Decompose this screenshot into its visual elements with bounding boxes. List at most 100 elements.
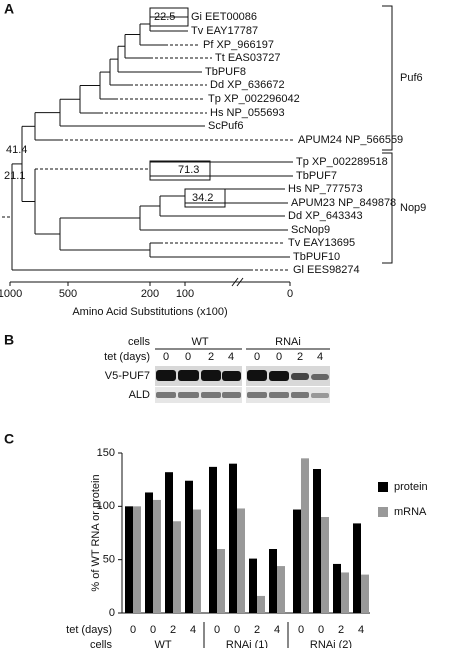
- y-tick-label: 0: [109, 607, 115, 619]
- x-tick-label: 0: [318, 624, 324, 636]
- x-tick-label: 0: [130, 624, 136, 636]
- bar: [133, 506, 141, 613]
- bar: [293, 509, 301, 613]
- leaf-label: Gl EES98274: [293, 264, 360, 276]
- leaf-label: Gi EET00086: [191, 11, 257, 23]
- leaf-label: TbPUF10: [293, 251, 340, 263]
- row-title: tet (days): [104, 351, 150, 363]
- group-label: RNAi (1): [226, 639, 268, 648]
- bar: [173, 521, 181, 613]
- bar: [229, 463, 237, 613]
- x-tick-label: 4: [190, 624, 196, 636]
- x-tick-label: 0: [234, 624, 240, 636]
- node-label: 34.2: [192, 192, 213, 204]
- row-title: cells: [90, 639, 113, 648]
- panel-label: C: [4, 431, 14, 447]
- lane-label: 4: [228, 351, 234, 363]
- y-tick-label: 100: [97, 500, 115, 512]
- lane-label: 2: [297, 351, 303, 363]
- clade-bracket: [382, 5, 393, 151]
- tick-label: 0: [287, 288, 293, 300]
- x-tick-label: 2: [338, 624, 344, 636]
- bar: [125, 506, 133, 613]
- leaf-label: Tv EAY17787: [191, 25, 258, 37]
- row-title: ALD: [129, 389, 150, 401]
- x-tick-label: 4: [274, 624, 280, 636]
- panel-label: B: [4, 332, 14, 348]
- panel-label: A: [4, 1, 14, 17]
- leaf-label: Hs NP_055693: [210, 107, 285, 119]
- legend-label: protein: [394, 481, 428, 493]
- lane-label: 2: [208, 351, 214, 363]
- clade-label: Puf6: [400, 72, 423, 84]
- y-axis-label: % of WT RNA or protein: [90, 474, 102, 591]
- bar: [249, 558, 257, 613]
- leaf-label: Pf XP_966197: [203, 39, 274, 51]
- lane-label: 0: [254, 351, 260, 363]
- leaf-label: Tp XP_002296042: [208, 93, 300, 105]
- tick-label: 1000: [0, 288, 22, 300]
- bands: [156, 392, 329, 398]
- bar: [217, 549, 225, 613]
- bar: [237, 508, 245, 613]
- node-label: 41.4: [6, 144, 27, 156]
- leaf-label: TbPUF8: [205, 66, 246, 78]
- bar: [277, 566, 285, 613]
- x-tick-label: 0: [214, 624, 220, 636]
- clade-label: Nop9: [400, 202, 426, 214]
- legend-swatch: [378, 482, 388, 492]
- legend-swatch: [378, 507, 388, 517]
- bar: [209, 466, 217, 613]
- tick-label: 100: [176, 288, 194, 300]
- lane-label: 0: [163, 351, 169, 363]
- row-title: cells: [128, 336, 151, 348]
- leaf-label: Tt EAS03727: [215, 52, 280, 64]
- y-tick-label: 150: [97, 447, 115, 459]
- leaf-label: APUM23 NP_849878: [291, 197, 396, 209]
- bar: [321, 517, 329, 613]
- bar: [185, 480, 193, 613]
- bar: [361, 574, 369, 613]
- lane-label: 0: [185, 351, 191, 363]
- row-title: V5-PUF7: [105, 370, 150, 382]
- x-tick-label: 4: [358, 624, 364, 636]
- leaf-label: ScPuf6: [208, 120, 243, 132]
- leaf-label: Dd XP_636672: [210, 79, 285, 91]
- leaf-label: Dd XP_643343: [288, 210, 363, 222]
- bar: [313, 469, 321, 613]
- leaf-label: Tv EAY13695: [288, 237, 355, 249]
- node-label: 21.1: [4, 170, 25, 182]
- tick-label: 500: [59, 288, 77, 300]
- bands: [156, 370, 329, 381]
- lane-label: 0: [276, 351, 282, 363]
- bar: [165, 472, 173, 613]
- leaf-label: Hs NP_777573: [288, 183, 363, 195]
- x-tick-label: 0: [150, 624, 156, 636]
- axis-label: Amino Acid Substitutions (x100): [72, 306, 227, 318]
- x-tick-label: 2: [170, 624, 176, 636]
- bar: [301, 458, 309, 613]
- bar: [269, 549, 277, 613]
- axis-break: [231, 277, 244, 287]
- lane-label: 4: [317, 351, 323, 363]
- group-label: RNAi: [275, 336, 301, 348]
- bar: [353, 523, 361, 613]
- x-tick-label: 2: [254, 624, 260, 636]
- leaf-label: ScNop9: [291, 224, 330, 236]
- clade-bracket: [382, 152, 393, 264]
- bar: [193, 509, 201, 613]
- node-label: 71.3: [178, 164, 199, 176]
- leaf-label: APUM24 NP_566559: [298, 134, 403, 146]
- group-label: RNAi (2): [310, 639, 352, 648]
- group-label: WT: [154, 639, 171, 648]
- bar: [145, 492, 153, 613]
- legend-label: mRNA: [394, 506, 427, 518]
- row-title: tet (days): [66, 624, 112, 636]
- group-label: WT: [191, 336, 208, 348]
- bar: [153, 499, 161, 613]
- leaf-label: TbPUF7: [296, 170, 337, 182]
- bar: [341, 572, 349, 613]
- leaf-label: Tp XP_002289518: [296, 156, 388, 168]
- bar: [257, 595, 265, 613]
